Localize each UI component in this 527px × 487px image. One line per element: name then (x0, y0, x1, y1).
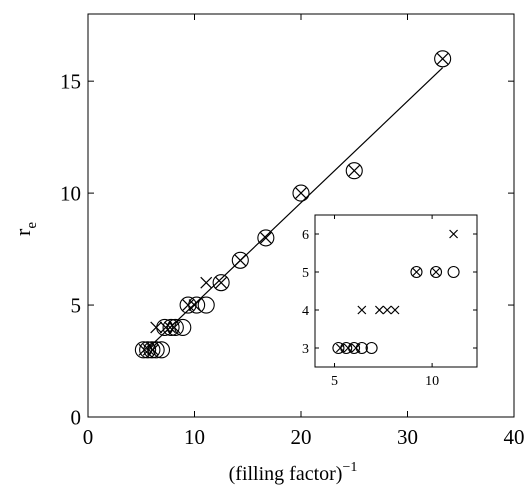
inset-cross-point (412, 267, 421, 277)
inset-circle-point (447, 265, 460, 279)
main-circle-point (134, 341, 152, 359)
main-x-tick-label: 20 (291, 425, 312, 449)
main-ticks: 0 10 20 30 40 0 5 10 15 (60, 14, 525, 449)
main-x-tick-label: 30 (397, 425, 418, 449)
inset-cross-point (431, 267, 441, 277)
main-cross-point (436, 52, 449, 65)
main-circle-point (197, 296, 215, 314)
inset-cross-point (351, 343, 361, 353)
main-x-tick-label: 0 (83, 425, 94, 449)
inset-plot-frame (314, 214, 478, 368)
main-cross-point (164, 321, 176, 334)
main-circle-point (179, 296, 197, 314)
inset-circle-point (410, 265, 423, 279)
inset-circle-point (365, 341, 378, 355)
inset-x-tick-label: 5 (331, 374, 338, 389)
inset-cross-point (343, 343, 353, 353)
main-cross-point (147, 343, 159, 356)
inset-cross-point (374, 305, 384, 315)
inset-cross-point (449, 229, 459, 239)
inset-ticks: 5 10 3 4 5 6 (302, 215, 477, 389)
inset-cross-point (335, 343, 345, 353)
main-cross-point (182, 299, 195, 311)
inset-cross-point (357, 305, 367, 315)
main-cross-point (348, 164, 361, 177)
main-cross-point (200, 276, 213, 289)
x-axis-label: (filling factor)−1 (229, 460, 358, 485)
main-cross-point (150, 321, 163, 334)
main-cross-point (215, 276, 228, 289)
main-y-tick-label: 5 (71, 293, 82, 317)
main-y-tick-label: 0 (71, 405, 82, 429)
main-x-tick-label: 10 (184, 425, 205, 449)
main-cross-point (234, 254, 247, 267)
main-y-tick-label: 15 (60, 70, 81, 94)
y-axis-label: re (10, 222, 40, 236)
main-circle-point (139, 341, 157, 359)
main-circle-point (162, 318, 180, 336)
inset-cross-point (390, 305, 400, 315)
inset-marks (332, 229, 460, 355)
inset-circle-point (332, 341, 345, 355)
main-marks (134, 50, 452, 359)
inset-y-tick-label: 6 (302, 228, 309, 243)
main-cross-point (188, 299, 201, 311)
inset-plot: 5 10 3 4 5 6 (302, 214, 478, 389)
inset-x-tick-label: 10 (425, 374, 439, 389)
main-cross-point (168, 321, 181, 334)
main-circle-point (292, 184, 310, 202)
main-circle-point (231, 251, 249, 269)
main-circle-point (345, 162, 363, 180)
x-axis-label-superscript: −1 (342, 460, 357, 475)
main-circle-point (212, 274, 230, 292)
main-cross-point (142, 343, 155, 356)
x-axis-label-text: (filling factor) (229, 463, 343, 485)
main-circle-point (257, 229, 275, 247)
y-axis-label-text: r (10, 228, 35, 236)
main-cross-point (295, 187, 307, 200)
inset-cross-point (382, 305, 392, 315)
inset-y-tick-label: 4 (302, 304, 309, 319)
inset-y-tick-label: 3 (302, 342, 309, 357)
main-cross-point (138, 343, 151, 356)
main-cross-point (259, 231, 272, 244)
main-plot: 0 10 20 30 40 0 5 10 15 (60, 13, 525, 449)
main-cross-point (159, 321, 172, 334)
main-circle-point (434, 50, 452, 68)
inset-y-tick-label: 5 (302, 266, 309, 281)
inset-circle-point (429, 265, 443, 279)
main-circle-point (166, 318, 184, 336)
main-x-tick-label: 40 (504, 425, 525, 449)
main-y-tick-label: 10 (60, 181, 81, 205)
y-axis-label-subscript: e (24, 222, 40, 229)
